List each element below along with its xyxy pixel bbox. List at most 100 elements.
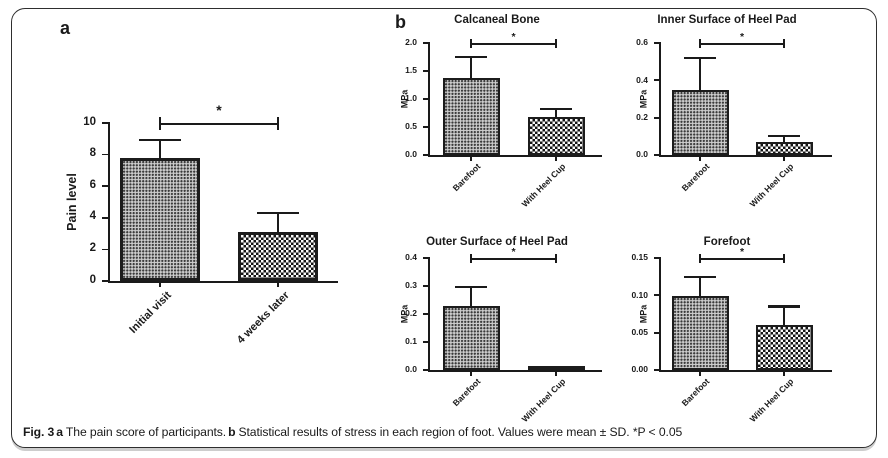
y-tick [423, 313, 429, 315]
significance-cap [699, 254, 701, 264]
y-tick-label: 0 [89, 273, 96, 286]
x-category-label: Barefoot [450, 376, 483, 409]
y-tick [654, 154, 660, 156]
y-tick [654, 42, 660, 44]
significance-cap [555, 254, 557, 264]
y-tick-label: 1.5 [405, 65, 417, 76]
x-tick [783, 371, 785, 376]
caption-part-b-label: b [228, 425, 236, 439]
error-bar-cap [684, 56, 716, 60]
y-tick [654, 294, 660, 297]
y-axis-label: MPa [399, 304, 410, 324]
y-tick-label: 0.0 [405, 364, 417, 375]
y-tick [654, 331, 660, 334]
x-axis [659, 370, 832, 372]
error-bar-cap [540, 107, 572, 111]
y-tick [423, 285, 429, 287]
chart-title: Outer Surface of Heel Pad [426, 236, 568, 248]
y-tick [102, 185, 109, 188]
y-tick [654, 257, 660, 259]
x-tick [159, 282, 161, 287]
x-category-label: 4 weeks later [234, 289, 292, 347]
bar [238, 232, 318, 281]
x-axis [108, 281, 338, 283]
y-tick-label: 0.15 [631, 252, 648, 263]
x-tick [783, 156, 785, 161]
y-tick-label: 0.2 [405, 308, 417, 319]
significance-cap [699, 39, 701, 49]
significance-cap [783, 254, 785, 264]
y-tick-label: 0.1 [405, 336, 417, 347]
y-tick [423, 98, 429, 100]
error-bar-line [783, 136, 785, 144]
y-tick [102, 216, 109, 219]
bar [120, 157, 200, 281]
significance-star: * [739, 31, 745, 43]
x-category-label: Barefoot [679, 376, 712, 409]
y-tick-label: 4 [89, 210, 96, 223]
x-tick [277, 282, 279, 287]
error-bar-cap [139, 139, 181, 142]
y-tick-label: 1.0 [405, 93, 417, 104]
error-bar-line [699, 57, 701, 92]
y-tick-label: 0.5 [405, 121, 417, 132]
y-tick-label: 2.0 [405, 37, 417, 48]
significance-line [160, 123, 278, 125]
error-bar-line [159, 140, 161, 160]
error-bar-line [555, 109, 557, 120]
bar [527, 117, 585, 155]
caption-fig-number: Fig. 3 [23, 425, 55, 439]
x-axis [428, 370, 602, 372]
y-tick-label: 0.2 [636, 111, 648, 122]
y-tick-label: 0.0 [636, 149, 648, 160]
x-tick [470, 156, 472, 161]
y-tick [423, 42, 429, 44]
y-tick [423, 70, 429, 72]
y-tick [423, 126, 429, 128]
y-tick-label: 0.4 [405, 252, 417, 263]
y-tick [423, 154, 429, 156]
error-bar-cap [684, 275, 716, 278]
significance-cap [555, 39, 557, 49]
significance-cap [277, 117, 279, 131]
y-tick-label: 0.00 [631, 364, 648, 375]
y-tick-label: 10 [83, 115, 96, 128]
y-tick-label: 0.10 [631, 289, 648, 300]
significance-cap [470, 39, 472, 49]
error-bar-line [699, 276, 701, 299]
y-axis [659, 257, 661, 371]
y-axis [659, 42, 661, 156]
significance-star: * [511, 246, 516, 258]
figure-caption: Fig. 3 a The pain score of participants. b S… [23, 425, 853, 440]
x-axis [659, 155, 832, 157]
y-axis [428, 257, 430, 371]
y-tick [423, 257, 429, 259]
y-axis-label: Pain level [64, 173, 79, 231]
bar [671, 296, 729, 370]
bar [527, 365, 585, 370]
y-tick [102, 153, 109, 156]
y-axis [108, 122, 110, 282]
significance-line [700, 43, 784, 45]
error-bar-cap [768, 135, 800, 138]
error-bar-cap [455, 286, 487, 289]
x-category-label: Initial visit [127, 289, 174, 336]
error-bar-line [470, 57, 472, 81]
significance-cap [783, 39, 785, 49]
y-tick [423, 341, 429, 343]
y-tick [102, 280, 109, 282]
significance-cap [470, 254, 472, 264]
error-bar-line [470, 287, 472, 308]
chart-title: Forefoot [703, 236, 751, 248]
error-bar-cap [768, 305, 800, 308]
bar [442, 305, 500, 370]
panel-b-label: b [395, 12, 406, 32]
y-tick [654, 79, 660, 82]
y-tick-label: 6 [89, 178, 96, 191]
y-tick [102, 122, 109, 124]
y-axis-label: MPa [638, 89, 649, 109]
y-tick [654, 369, 660, 371]
chart-title: Inner Surface of Heel Pad [657, 14, 797, 26]
significance-star: * [216, 102, 222, 118]
